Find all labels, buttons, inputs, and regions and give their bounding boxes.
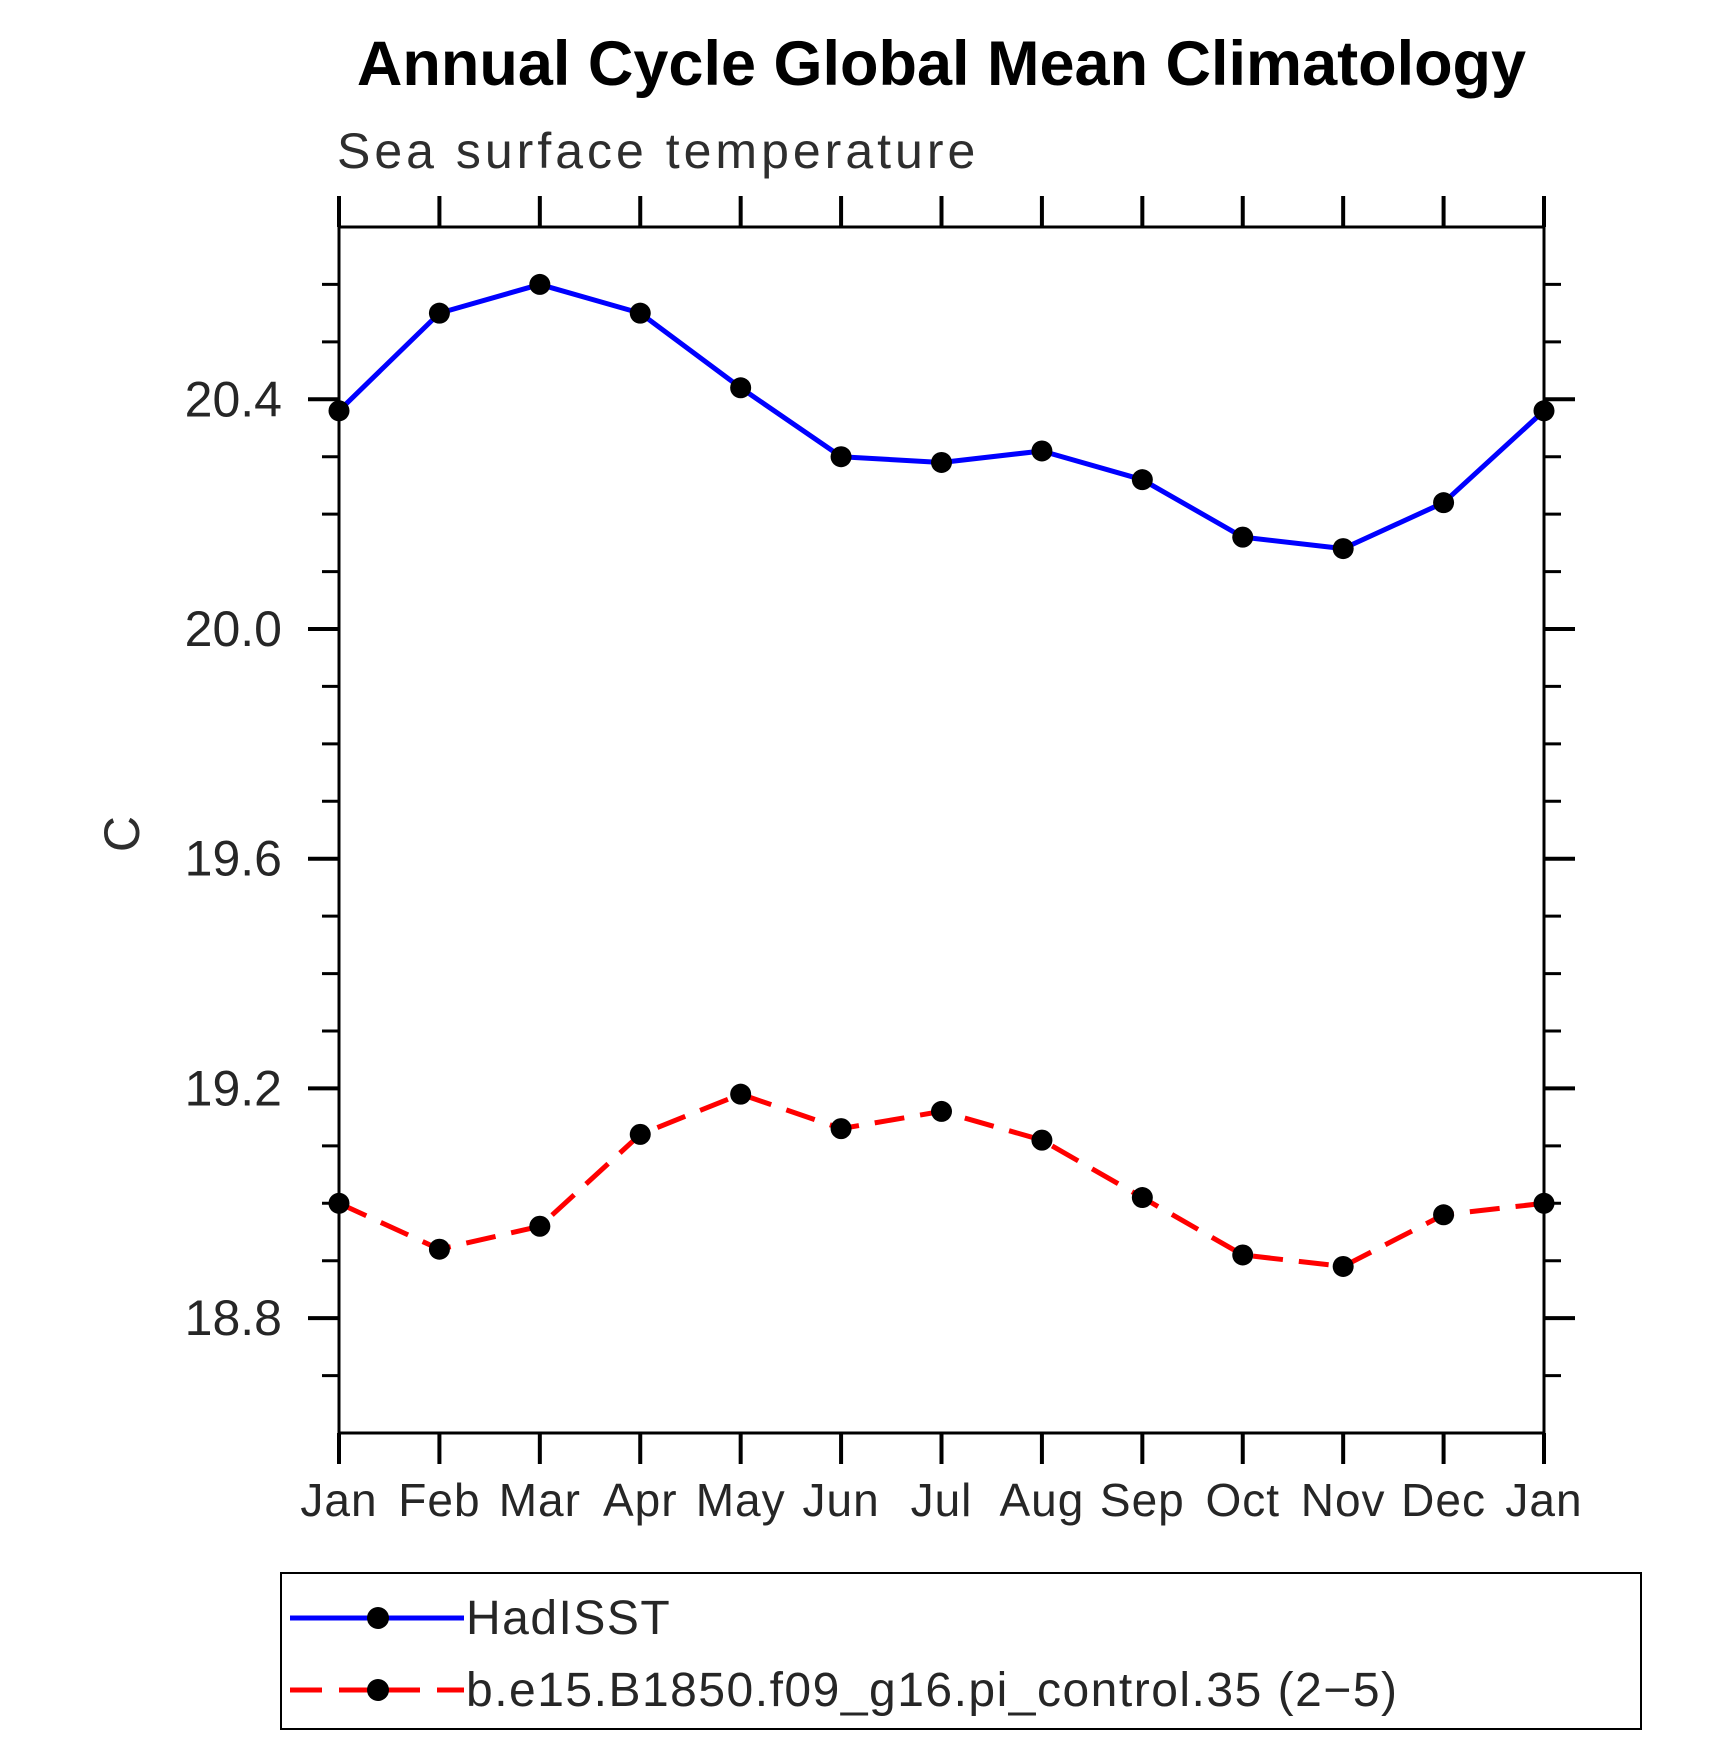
series-0-marker bbox=[730, 377, 752, 399]
x-tick-label: Feb bbox=[398, 1474, 480, 1526]
x-tick-label: Dec bbox=[1401, 1474, 1486, 1526]
series-1-marker bbox=[1131, 1187, 1153, 1209]
series-0-line bbox=[337, 281, 1546, 552]
x-tick-label: Nov bbox=[1301, 1474, 1386, 1526]
x-tick-label: Jan bbox=[1505, 1474, 1582, 1526]
plot-frame bbox=[337, 225, 1546, 1435]
legend-marker-dot bbox=[367, 1607, 389, 1629]
series-1-marker bbox=[1533, 1192, 1555, 1214]
series-1-marker bbox=[931, 1100, 952, 1122]
series-1-marker bbox=[529, 1215, 551, 1237]
y-tick-label: 20.0 bbox=[185, 601, 282, 657]
series-0-marker bbox=[1332, 538, 1354, 560]
legend-label: b.e15.B1850.f09_g16.pi_control.35 (2−5) bbox=[466, 1663, 1399, 1717]
x-tick-label: Apr bbox=[603, 1474, 678, 1526]
legend-label: HadISST bbox=[466, 1591, 672, 1645]
series-1-marker bbox=[1433, 1204, 1455, 1226]
y-tick-label: 19.6 bbox=[185, 831, 282, 887]
x-tick-label: May bbox=[696, 1474, 786, 1526]
series-0-marker bbox=[1031, 440, 1053, 462]
legend-sample-solid-line bbox=[290, 1607, 464, 1629]
series-1-marker bbox=[830, 1118, 852, 1140]
y-tick-label: 19.2 bbox=[185, 1060, 282, 1116]
legend-box: HadISST b.e15.B1850.f09_g16.pi_control.3… bbox=[280, 1572, 1642, 1730]
y-tick-label: 18.8 bbox=[185, 1290, 282, 1346]
series-1-marker bbox=[1332, 1255, 1354, 1277]
x-tick-label: Jul bbox=[911, 1474, 973, 1526]
chart-subtitle: Sea surface temperature bbox=[337, 123, 980, 179]
x-tick-label: Jun bbox=[802, 1474, 879, 1526]
series-0-marker bbox=[830, 446, 852, 468]
chart-title: Annual Cycle Global Mean Climatology bbox=[356, 29, 1527, 99]
series-1-marker bbox=[1232, 1244, 1254, 1266]
series-0-marker bbox=[1433, 492, 1455, 514]
series-1-marker bbox=[428, 1238, 450, 1260]
x-tick-label: Sep bbox=[1100, 1474, 1185, 1526]
legend-item-model: b.e15.B1850.f09_g16.pi_control.35 (2−5) bbox=[288, 1664, 1399, 1717]
x-tick-label: Oct bbox=[1205, 1474, 1280, 1526]
x-tick-label: Jan bbox=[300, 1474, 377, 1526]
legend-sample-dashed-line bbox=[290, 1679, 464, 1701]
series-0-marker bbox=[428, 302, 450, 324]
series-0-marker bbox=[1232, 526, 1254, 548]
x-tick-label: Mar bbox=[499, 1474, 581, 1526]
legend-item-hadisst: HadISST bbox=[288, 1592, 671, 1645]
series-0-marker bbox=[1533, 400, 1555, 422]
series-1-marker bbox=[730, 1083, 752, 1105]
series-0-marker bbox=[1131, 469, 1153, 491]
series-1-marker bbox=[629, 1123, 651, 1145]
y-tick-label: 20.4 bbox=[185, 371, 282, 427]
series-1-marker bbox=[328, 1192, 350, 1214]
x-tick-label: Aug bbox=[999, 1474, 1084, 1526]
series-0-marker bbox=[328, 400, 350, 422]
series-0-marker bbox=[529, 273, 551, 295]
series-0-marker bbox=[931, 451, 952, 473]
series-1-marker bbox=[1031, 1129, 1053, 1151]
legend-marker-dot bbox=[367, 1679, 389, 1701]
series-0-marker bbox=[629, 302, 651, 324]
